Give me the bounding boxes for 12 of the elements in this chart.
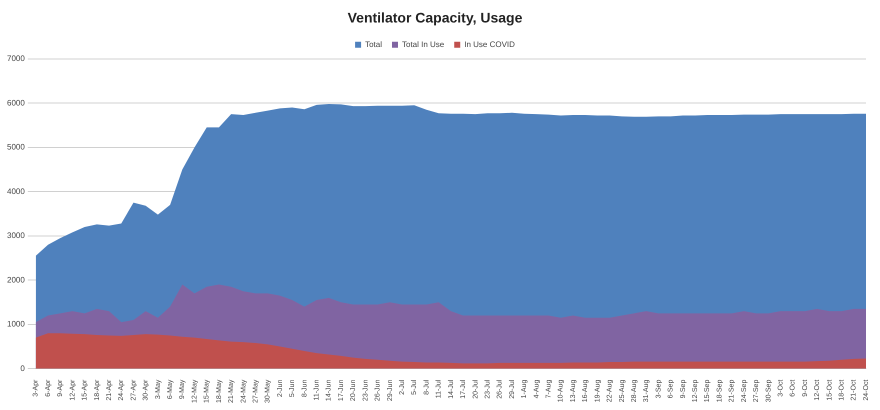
y-tick-label: 6000 bbox=[7, 98, 26, 108]
y-tick-label: 1000 bbox=[7, 320, 26, 329]
y-tick-label: 5000 bbox=[7, 142, 26, 152]
y-tick-label: 4000 bbox=[7, 186, 26, 196]
y-tick-label: 0 bbox=[20, 364, 26, 373]
y-tick-label: 7000 bbox=[7, 54, 26, 64]
legend-label: Total bbox=[365, 40, 382, 50]
legend-label: Total In Use bbox=[402, 40, 445, 50]
legend-label: In Use COVID bbox=[464, 40, 516, 50]
chart-title: Ventilator Capacity, Usage bbox=[348, 9, 523, 26]
y-tick-label: 2000 bbox=[7, 275, 26, 284]
y-tick-label: 3000 bbox=[7, 231, 26, 240]
